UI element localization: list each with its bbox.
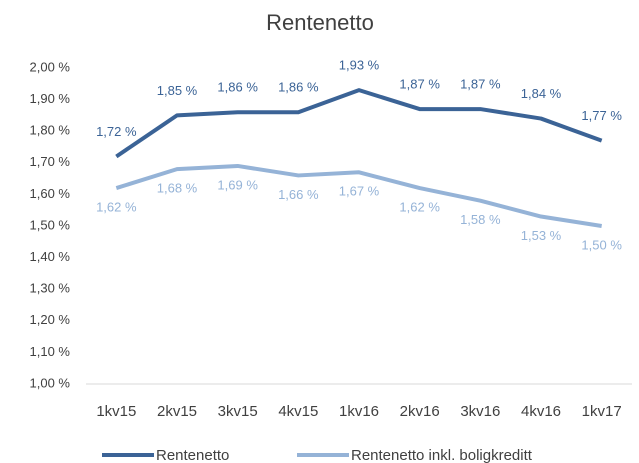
chart-title: Rentenetto (266, 10, 374, 35)
x-tick-label: 1kv15 (96, 403, 136, 420)
y-tick-label: 1,80 % (30, 123, 71, 138)
data-label: 1,62 % (399, 200, 440, 215)
data-label: 1,68 % (157, 181, 198, 196)
y-tick-label: 2,00 % (30, 59, 71, 74)
data-label: 1,62 % (96, 200, 137, 215)
y-tick-label: 1,60 % (30, 186, 71, 201)
data-label: 1,66 % (278, 187, 319, 202)
y-tick-label: 1,40 % (30, 249, 71, 264)
data-label: 1,77 % (581, 108, 622, 123)
series-line (115, 88, 603, 159)
y-tick-label: 1,10 % (30, 344, 71, 359)
y-tick-label: 1,00 % (30, 375, 71, 390)
data-label: 1,93 % (339, 58, 380, 73)
legend-label: Rentenetto inkl. boligkreditt (351, 447, 533, 463)
x-tick-label: 2kv16 (400, 403, 440, 420)
x-tick-label: 3kv15 (218, 403, 258, 420)
data-label: 1,84 % (521, 86, 562, 101)
data-label: 1,86 % (217, 80, 258, 95)
x-tick-label: 4kv15 (278, 403, 318, 420)
x-tick-label: 2kv15 (157, 403, 197, 420)
x-tick-label: 1kv17 (582, 403, 622, 420)
x-tick-label: 4kv16 (521, 403, 561, 420)
data-label: 1,50 % (581, 237, 622, 252)
data-label: 1,87 % (399, 77, 440, 92)
data-label: 1,58 % (460, 212, 501, 227)
data-label: 1,72 % (96, 124, 137, 139)
x-tick-label: 3kv16 (460, 403, 500, 420)
data-label: 1,85 % (157, 83, 198, 98)
y-tick-label: 1,90 % (30, 91, 71, 106)
y-tick-label: 1,70 % (30, 154, 71, 169)
data-label: 1,67 % (339, 184, 380, 199)
data-label: 1,87 % (460, 77, 501, 92)
data-label: 1,69 % (217, 177, 258, 192)
legend-label: Rentenetto (156, 447, 229, 463)
x-tick-label: 1kv16 (339, 403, 379, 420)
y-tick-label: 1,30 % (30, 281, 71, 296)
y-tick-label: 1,50 % (30, 217, 71, 232)
series-line (115, 163, 602, 228)
data-label: 1,86 % (278, 80, 319, 95)
data-label: 1,53 % (521, 228, 562, 243)
y-tick-label: 1,20 % (30, 312, 71, 327)
